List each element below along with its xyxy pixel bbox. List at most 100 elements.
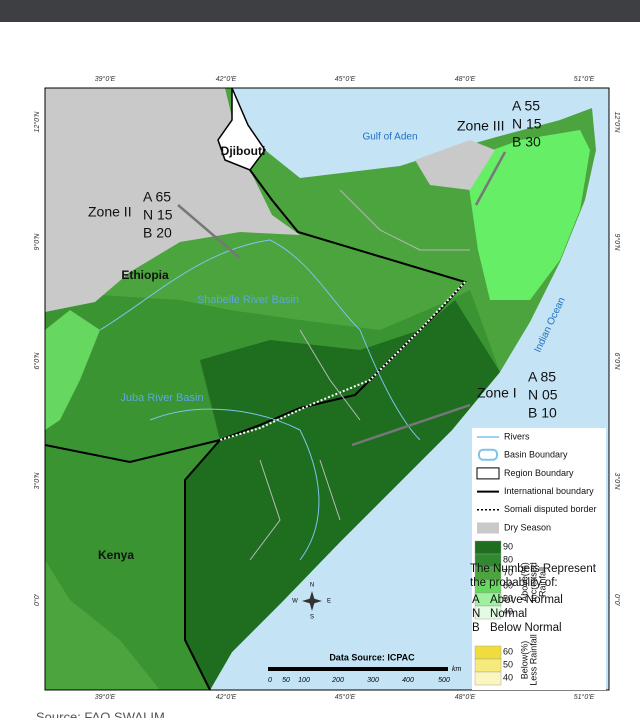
zone-probability: B 20	[143, 225, 172, 241]
legend-value: 40	[503, 606, 513, 616]
scale-label: 500	[438, 677, 450, 684]
zone-60	[45, 310, 100, 430]
zone-probability: N 05	[528, 387, 558, 403]
lat-label: 3°0'N	[33, 472, 41, 490]
note-letter: N	[472, 608, 480, 620]
lon-label: 48°0'E	[455, 693, 476, 701]
scale-label: 300	[367, 677, 379, 684]
lon-label: 51°0'E	[574, 693, 595, 701]
place-label: Djibouti	[221, 144, 266, 158]
lat-label: 12°0'N	[33, 111, 41, 133]
legend-axis-label: Rainfall	[537, 567, 547, 597]
note-text: Above Normal	[490, 594, 563, 606]
lon-label: 42°0'E	[216, 693, 237, 701]
compass	[302, 591, 322, 611]
legend-label: Somali disputed border	[504, 504, 597, 514]
region-boundaries	[249, 189, 470, 561]
zone-90	[185, 300, 500, 690]
lat-label: 9°0'N	[33, 233, 41, 251]
legend-axis-label: Increased	[528, 562, 538, 602]
legend-swatch	[478, 448, 498, 461]
zone-probability: N 15	[512, 116, 542, 132]
compass-letter: E	[327, 599, 331, 605]
compass-letter: S	[310, 615, 314, 621]
lat-label: 0°0'	[613, 594, 621, 607]
caption: Source: FAO SWALIM	[36, 709, 165, 718]
legend-value: 80	[503, 554, 513, 564]
scalebar	[268, 667, 448, 671]
map-frame	[44, 87, 610, 691]
zone-arrow	[474, 151, 507, 206]
legend-label: Rivers	[504, 431, 530, 441]
legend-axis-label: Below(%)	[519, 641, 529, 680]
zone-probability: A 65	[143, 189, 171, 205]
zone-arrow	[177, 204, 241, 259]
legend-value: 50	[503, 659, 513, 669]
kenya-boundary	[184, 439, 221, 691]
lon-label: 42°0'E	[216, 75, 237, 83]
legend-value: 40	[503, 672, 513, 682]
zone-name: Zone III	[457, 118, 504, 134]
legend-value: 70	[503, 567, 513, 577]
zone-probability: N 15	[143, 207, 173, 223]
data-source: Data Source: ICPAC	[329, 652, 415, 662]
scale-label: 50	[282, 677, 290, 684]
zone-60-ne	[465, 130, 590, 300]
lon-label: 45°0'E	[335, 75, 356, 83]
header-bar	[0, 0, 640, 22]
lat-label: 3°0'N	[613, 473, 621, 491]
zone-name: Zone II	[88, 204, 132, 220]
compass-letter: W	[292, 599, 298, 605]
scale-label: 400	[402, 677, 414, 684]
legend-value: 60	[503, 646, 513, 656]
legend-value: 50	[503, 593, 513, 603]
disputed-border	[219, 281, 466, 441]
djibouti	[217, 87, 266, 171]
legend-value: 60	[503, 580, 513, 590]
zone-probability: A 85	[528, 369, 556, 385]
lat-label: 0°0'	[33, 593, 41, 606]
lon-label: 39°0'E	[95, 75, 116, 83]
lon-label: 48°0'E	[455, 75, 476, 83]
legend-swatch	[476, 467, 500, 480]
scale-unit: km	[452, 666, 462, 673]
place-label: Ethiopia	[121, 268, 169, 282]
dry-season-ne	[415, 140, 495, 190]
basin-label: Shabelle River Basin	[197, 294, 299, 306]
lon-label: 45°0'E	[335, 693, 356, 701]
zone-arrow	[351, 403, 471, 447]
zone-probability: A 55	[512, 98, 540, 114]
legend-label: Basin Boundary	[504, 450, 568, 460]
legend-swatch	[477, 522, 499, 534]
legend-axis-label: Less Rainfall	[528, 634, 538, 686]
lat-label: 6°0'N	[613, 353, 621, 371]
labels: Djibouti Ethiopia Kenya Gulf of Aden Ind…	[33, 75, 621, 701]
legend-label: International boundary	[504, 486, 594, 496]
note-letter: A	[472, 594, 480, 606]
scale-label: 100	[298, 677, 310, 684]
zone-probability: B 10	[528, 405, 557, 421]
lon-label: 39°0'E	[95, 693, 116, 701]
note-title: The Numbers Represent	[470, 563, 597, 575]
legend-color	[474, 645, 502, 660]
map	[44, 87, 610, 691]
lat-label: 9°0'N	[613, 234, 621, 252]
zone-probability: B 30	[512, 134, 541, 150]
place-label: Kenya	[98, 548, 134, 562]
compass-letter: N	[310, 583, 314, 589]
rivers	[99, 239, 421, 561]
legend-color	[474, 658, 502, 673]
legend-value: 90	[503, 541, 513, 551]
legend-label: Region Boundary	[504, 468, 574, 478]
lat-label: 12°0'N	[613, 112, 621, 134]
water-label: Gulf of Aden	[362, 132, 417, 143]
legend-color	[474, 540, 502, 555]
legend-color	[474, 605, 502, 620]
legend-axis-label: Above(%)	[519, 562, 529, 602]
note-title: the probability of:	[470, 577, 558, 589]
note-letter: B	[472, 622, 480, 634]
note-text: Below Normal	[490, 622, 562, 634]
scale-label: 200	[331, 677, 344, 684]
